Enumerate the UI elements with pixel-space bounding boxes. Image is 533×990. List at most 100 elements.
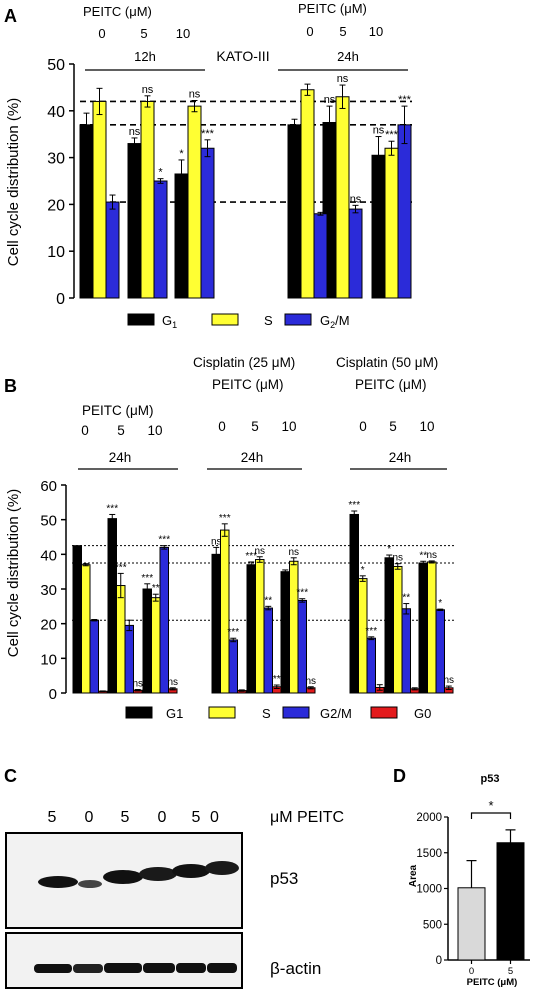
panel-b-dose-0-b: 0 <box>218 419 226 434</box>
significance-label: *** <box>365 626 377 637</box>
panel-b-dose-0-a: 0 <box>81 423 89 438</box>
y-tick-label: 50 <box>47 57 65 74</box>
bar-g1 <box>280 571 290 694</box>
bar-g1 <box>349 513 359 694</box>
bar-s <box>384 147 399 299</box>
lane-label-4: 0 <box>158 809 167 826</box>
panel-label-a: A <box>4 6 17 26</box>
significance-label: *** <box>245 551 257 562</box>
legend-swatch-s <box>211 313 239 326</box>
y-tick-label: 10 <box>40 651 57 668</box>
panel-d-xlabel: PEITC (μM) <box>467 977 518 988</box>
panel-a-dose-10-24h: 10 <box>369 24 383 39</box>
significance-label: ns <box>337 73 349 85</box>
significance-label: ** <box>402 593 410 604</box>
significance-label: ns <box>288 547 299 558</box>
actin-band-5 <box>176 963 206 973</box>
row-label-p53: p53 <box>270 869 298 888</box>
y-tick-label: 50 <box>40 513 57 530</box>
panel-b-axes: 0 10 20 30 40 50 60 <box>40 478 67 703</box>
y-tick-label: 30 <box>40 582 57 599</box>
p53-band-4 <box>139 867 177 881</box>
legend-b-swatch-s <box>208 706 236 719</box>
significance-label: * <box>438 598 442 609</box>
panel-b-time-1: 24h <box>109 450 132 465</box>
y-tick-label: 30 <box>47 151 65 168</box>
significance-label: * <box>488 798 493 813</box>
panel-b-dose-header-1: PEITC (μM) <box>82 403 154 418</box>
panel-b-group-header-cis25: Cisplatin (25 μM) <box>193 355 295 370</box>
legend-swatch-g1 <box>127 313 155 326</box>
significance-label: *** <box>219 513 231 524</box>
significance-label: * <box>361 565 365 576</box>
p53-band-2 <box>78 880 102 888</box>
blot-beta-actin <box>5 932 243 989</box>
significance-label: *** <box>141 573 153 584</box>
y-tick-label: 20 <box>47 197 65 214</box>
panel-label-d: D <box>393 766 406 786</box>
legend-swatch-g2m <box>284 313 312 326</box>
lane-unit: μM PEITC <box>270 809 344 826</box>
panel-a-ylabel: Cell cycle distribution (%) <box>5 98 22 266</box>
lane-label-3: 5 <box>121 809 130 826</box>
bar-peitc-0 <box>457 887 486 961</box>
y-tick-label: 0 <box>436 955 442 967</box>
legend-b-label-g2m: G2/M <box>320 706 352 721</box>
significance-label: ns <box>392 553 403 564</box>
bar-g2m <box>89 619 99 694</box>
y-tick-label: 40 <box>40 547 57 564</box>
panel-a-dose-header-12h: PEITC (μM) <box>83 4 152 19</box>
significance-label: ns <box>167 677 178 688</box>
significance-label: ns <box>350 193 362 205</box>
significance-label: *** <box>158 535 170 546</box>
bar-g2m <box>366 637 376 694</box>
significance-label: ** <box>264 595 272 606</box>
panel-a-dose-5-12h: 5 <box>140 26 147 41</box>
bar-s <box>393 565 403 694</box>
bar-s <box>289 560 299 694</box>
significance-label: *** <box>385 129 399 141</box>
lane-label-2: 0 <box>85 809 94 826</box>
panel-a-dose-header-24h: PEITC (μM) <box>298 1 367 16</box>
bar-g2m <box>313 213 328 299</box>
bar-s <box>300 89 315 299</box>
bar-g1 <box>79 124 94 299</box>
panel-a-dose-0-12h: 0 <box>98 26 105 41</box>
panel-d-title: p53 <box>481 773 500 785</box>
bar-g2m <box>153 180 168 299</box>
actin-band-1 <box>34 964 72 973</box>
panel-b-legend: G1 S G2/M G0 <box>125 706 431 721</box>
bar-s <box>116 585 126 694</box>
x-tick-label: 5 <box>508 966 513 977</box>
bar-g1 <box>246 564 256 694</box>
panel-a-time-24h: 24h <box>337 49 359 64</box>
panel-b-ylabel: Cell cycle distribution (%) <box>5 489 22 657</box>
bar-s <box>187 105 202 299</box>
y-tick-label: 60 <box>40 478 57 495</box>
y-tick-label: 500 <box>423 919 442 931</box>
x-tick-label: 0 <box>469 966 474 977</box>
panel-b-time-2: 24h <box>241 450 264 465</box>
panel-a-dose-0-24h: 0 <box>306 24 313 39</box>
significance-label: * <box>179 148 184 160</box>
bar-g2m <box>397 124 412 299</box>
bar-g1 <box>384 557 394 694</box>
panel-a-dose-5-24h: 5 <box>339 24 346 39</box>
bar-g2m <box>348 208 363 299</box>
significance-label: *** <box>296 588 308 599</box>
bar-g2m <box>228 639 238 694</box>
significance-label: *** <box>201 128 215 140</box>
significance-label: ** <box>419 550 427 561</box>
significance-label: ns <box>443 675 454 686</box>
legend-b-swatch-g0 <box>370 706 398 719</box>
panel-b-dose-header-3: PEITC (μM) <box>355 377 427 392</box>
significance-label: * <box>158 167 163 179</box>
panel-b-dose-5-b: 5 <box>251 419 259 434</box>
panel-b-time-3: 24h <box>389 450 412 465</box>
significance-bracket <box>470 812 512 819</box>
lane-label-5: 5 <box>192 809 201 826</box>
y-tick-label: 1000 <box>416 884 442 896</box>
significance-label: ns <box>211 536 222 547</box>
actin-band-3 <box>104 963 142 973</box>
